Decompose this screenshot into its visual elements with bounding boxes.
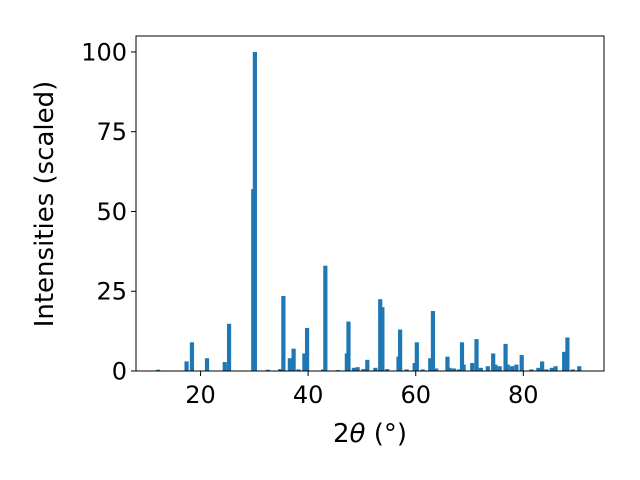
bar (321, 369, 326, 371)
bar (451, 368, 457, 371)
bar (351, 367, 356, 371)
bar (281, 296, 286, 371)
bar (447, 367, 452, 371)
bar (474, 339, 479, 371)
bar (485, 366, 490, 371)
bar (412, 363, 417, 371)
bar (373, 367, 378, 371)
bar (445, 356, 450, 371)
bar (503, 343, 508, 371)
bar (184, 361, 189, 371)
y-axis-label: Intensities (scaled) (30, 81, 60, 328)
bar (323, 265, 328, 371)
bar (304, 327, 310, 371)
y-tick-label: 50 (96, 198, 127, 226)
bar (549, 367, 554, 371)
bar (536, 367, 541, 371)
bar (420, 369, 425, 371)
bar (189, 342, 195, 371)
bar-series (155, 51, 582, 371)
bar (355, 367, 360, 371)
bar (252, 51, 257, 371)
x-tick-label: 20 (185, 381, 216, 409)
bar (540, 361, 545, 371)
bar (404, 369, 409, 371)
plot-frame (135, 35, 605, 372)
bar (519, 355, 524, 371)
bar (478, 367, 483, 371)
y-tick-label: 100 (81, 38, 127, 66)
bar (461, 364, 466, 371)
bar (428, 358, 433, 371)
y-tick-label: 75 (96, 118, 127, 146)
bar (509, 366, 515, 371)
bar (459, 342, 465, 371)
x-tick-label: 60 (400, 381, 431, 409)
bar (378, 299, 383, 371)
y-axis-ticks: 0 25 50 75 100 (81, 38, 136, 386)
bar (265, 369, 270, 371)
bar (385, 369, 390, 371)
x-axis-label: 2θ (°) (333, 419, 407, 449)
bar (222, 362, 227, 371)
bar (296, 369, 301, 371)
bar (302, 353, 307, 371)
x-axis-label-symbol: θ (350, 419, 366, 449)
bar (544, 369, 549, 371)
bar (204, 358, 210, 371)
bar (470, 363, 475, 371)
bar (562, 351, 567, 371)
bar (365, 359, 370, 371)
bar (278, 369, 283, 371)
bar (414, 342, 419, 371)
bar (553, 366, 558, 371)
bar (346, 321, 351, 371)
bar (380, 307, 385, 371)
x-tick-label: 80 (508, 381, 539, 409)
bar (505, 364, 510, 371)
x-axis-label-unit: (°) (365, 419, 407, 449)
x-tick-label: 40 (293, 381, 324, 409)
bar (493, 364, 498, 371)
bar (529, 369, 534, 371)
bar (491, 353, 496, 371)
bar (497, 366, 502, 371)
x-axis-ticks: 20 40 60 80 (185, 371, 539, 409)
y-tick-label: 0 (112, 358, 127, 386)
bar (565, 337, 570, 371)
bar (226, 323, 232, 371)
y-tick-label: 25 (96, 278, 127, 306)
bar (514, 364, 519, 371)
bar (291, 348, 296, 371)
bar (577, 366, 582, 371)
bar (456, 369, 461, 371)
x-axis-label-main: 2 (333, 419, 350, 449)
bar (398, 329, 403, 371)
bar (434, 368, 439, 371)
bar (430, 311, 436, 371)
bar (361, 369, 366, 371)
bar (287, 358, 292, 371)
bar (570, 369, 575, 371)
bar (155, 369, 161, 371)
